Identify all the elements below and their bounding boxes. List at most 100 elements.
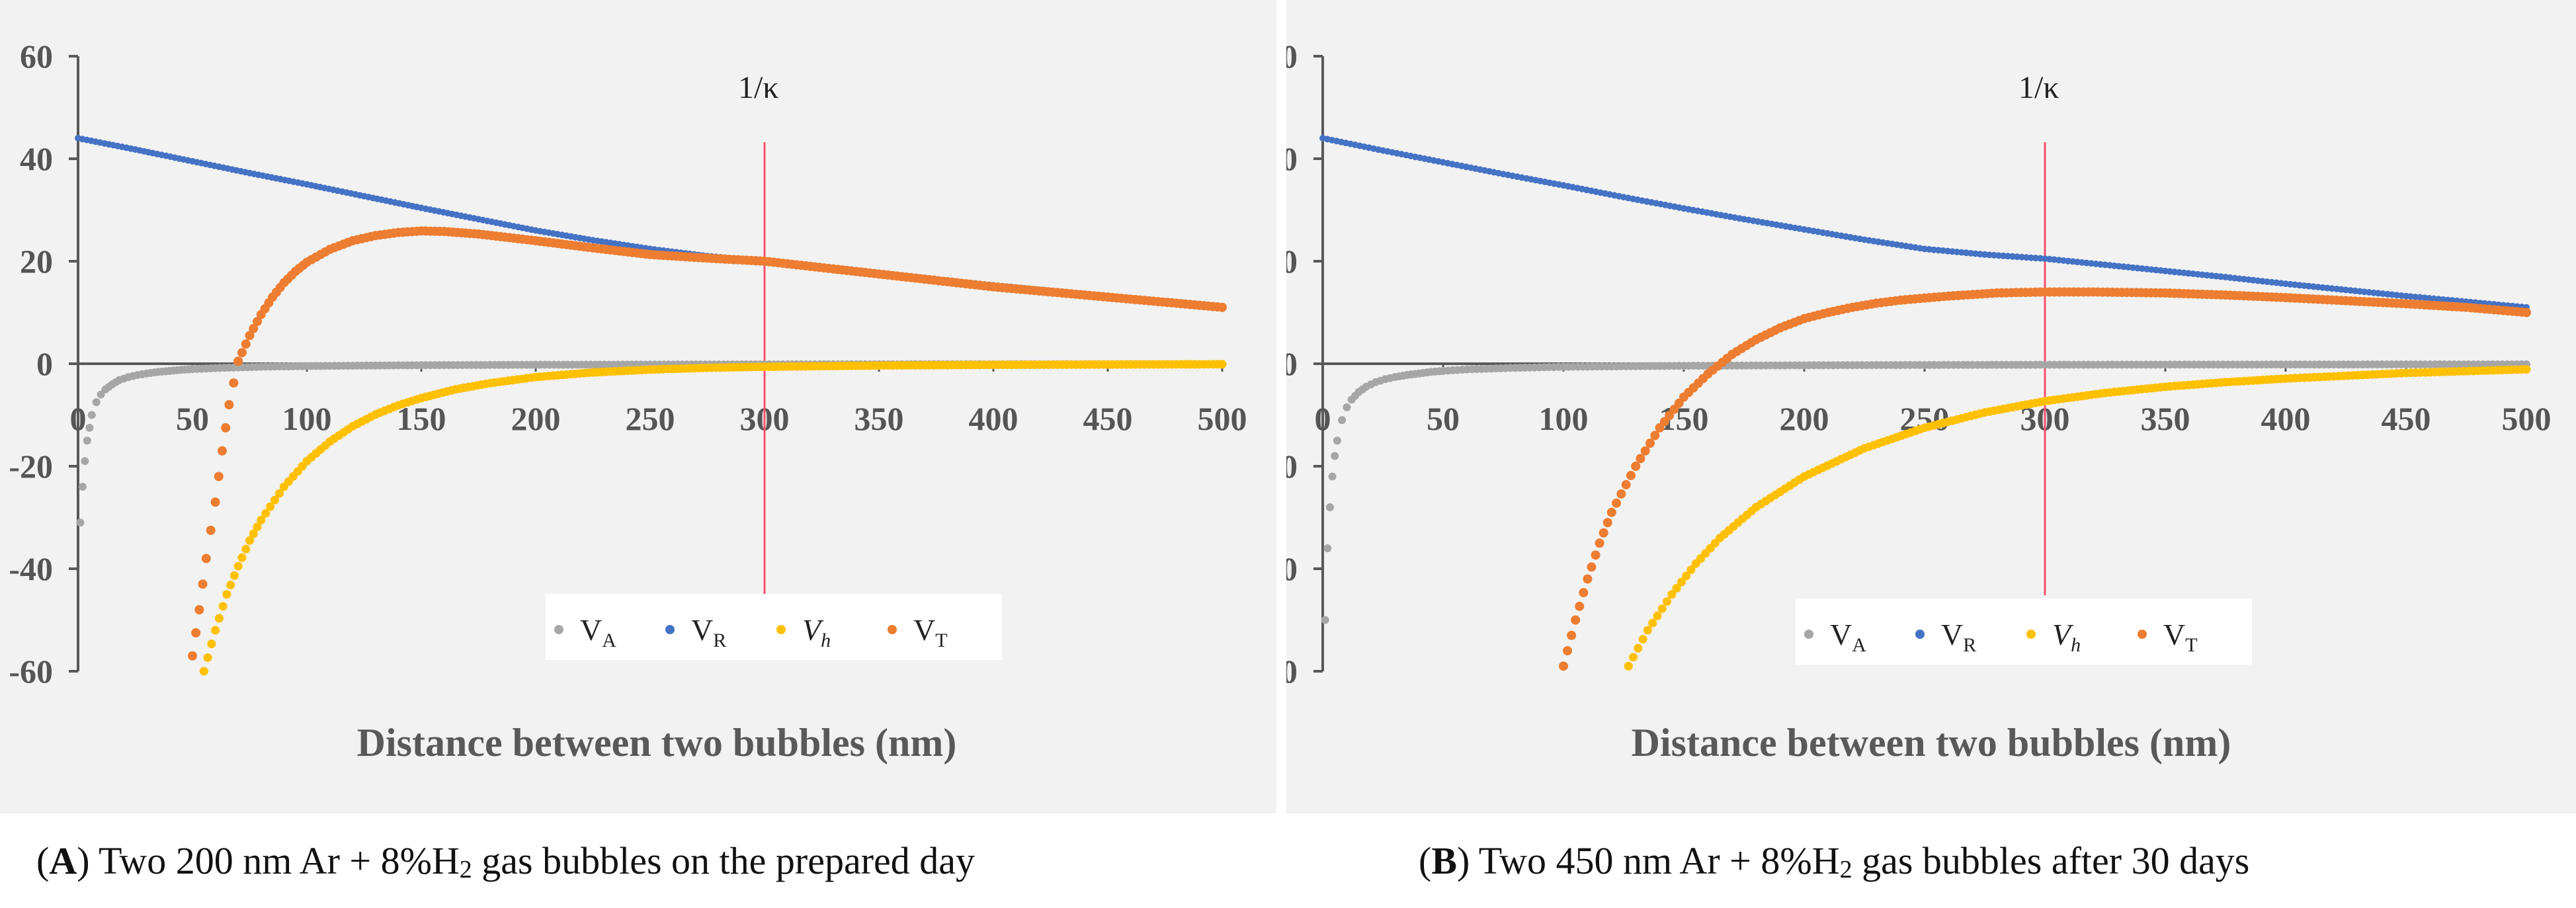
legend-label-VA: VA bbox=[580, 613, 616, 651]
point-VA bbox=[87, 411, 96, 419]
point-Vh bbox=[1643, 626, 1652, 635]
y-tick-label: 60 bbox=[20, 38, 53, 75]
point-VT bbox=[2522, 308, 2531, 317]
point-Vh bbox=[203, 653, 212, 662]
point-VT bbox=[1587, 562, 1597, 572]
x-tick-label: 200 bbox=[1780, 400, 1829, 437]
point-VA bbox=[1338, 416, 1347, 425]
caption-b-sub: 2 bbox=[1839, 856, 1852, 884]
legend-marker-Vh bbox=[2026, 630, 2036, 639]
point-Vh bbox=[2522, 365, 2531, 374]
point-Vh bbox=[241, 544, 251, 554]
point-VT bbox=[237, 348, 247, 358]
point-Vh bbox=[229, 571, 239, 580]
series-Vh bbox=[1624, 365, 2531, 671]
point-VA bbox=[76, 518, 85, 527]
point-VT bbox=[198, 579, 208, 589]
y-tick-label: -60 bbox=[1286, 653, 1298, 690]
series-VA bbox=[76, 360, 1226, 527]
caption-a: (A) Two 200 nm Ar + 8%H2 gas bubbles on … bbox=[36, 839, 975, 884]
series-VR bbox=[75, 135, 1226, 311]
point-VT bbox=[1218, 302, 1227, 312]
x-tick-label: 400 bbox=[2261, 400, 2311, 437]
y-tick-label: 0 bbox=[36, 345, 53, 382]
point-Vh bbox=[218, 602, 228, 611]
point-VA bbox=[97, 390, 105, 399]
debye-length-label: 1/κ bbox=[738, 70, 779, 105]
point-Vh bbox=[261, 509, 270, 518]
chart-panel-b: 6040200-20-40-60050100150200250300350400… bbox=[1286, 0, 2576, 813]
caption-b-text-1: Two 450 nm Ar + 8%H bbox=[1470, 839, 1840, 882]
point-VT bbox=[1559, 661, 1568, 671]
legend: VA VR Vh VT bbox=[1796, 598, 2252, 665]
y-tick-label: 60 bbox=[1286, 38, 1298, 75]
legend-marker-VT bbox=[2138, 630, 2147, 639]
point-VT bbox=[214, 472, 224, 481]
point-Vh bbox=[274, 489, 284, 498]
point-Vh bbox=[207, 640, 216, 649]
y-tick-label: -40 bbox=[1286, 550, 1298, 587]
point-Vh bbox=[1672, 583, 1681, 593]
legend-marker-VA bbox=[1804, 630, 1813, 639]
point-VA bbox=[92, 398, 101, 407]
point-Vh bbox=[1657, 604, 1667, 613]
legend: VA VR Vh VT bbox=[546, 594, 1002, 660]
point-Vh bbox=[1638, 635, 1647, 644]
y-tick-label: 40 bbox=[1286, 140, 1298, 177]
y-tick-label: -20 bbox=[9, 448, 53, 485]
point-VT bbox=[1591, 550, 1600, 560]
point-VT bbox=[224, 400, 234, 409]
point-VT bbox=[1575, 601, 1585, 611]
point-VA bbox=[1331, 452, 1339, 460]
point-VT bbox=[210, 497, 220, 507]
point-Vh bbox=[257, 515, 266, 524]
point-VT bbox=[1636, 454, 1645, 464]
y-tick-label: -60 bbox=[9, 653, 53, 690]
point-Vh bbox=[1648, 618, 1657, 628]
point-VT bbox=[1602, 518, 1612, 528]
point-VT bbox=[1583, 574, 1593, 584]
legend-box bbox=[546, 594, 1002, 660]
x-axis-title: Distance between two bubbles (nm) bbox=[1632, 721, 2231, 764]
point-VT bbox=[249, 323, 259, 333]
point-VA bbox=[1333, 436, 1341, 445]
point-VT bbox=[229, 378, 239, 388]
x-axis-title: Distance between two bubbles (nm) bbox=[357, 721, 957, 764]
point-VT bbox=[1616, 489, 1626, 499]
legend-marker-VR bbox=[1915, 630, 1925, 639]
x-tick-label: 50 bbox=[1427, 400, 1460, 437]
legend-marker-Vh bbox=[776, 625, 786, 634]
point-VT bbox=[1563, 646, 1573, 655]
point-Vh bbox=[237, 553, 247, 562]
point-Vh bbox=[1629, 653, 1638, 662]
debye-length-label: 1/κ bbox=[2018, 70, 2059, 105]
point-VA bbox=[1325, 503, 1334, 511]
y-tick-label: 40 bbox=[20, 140, 53, 177]
point-VT bbox=[191, 628, 201, 638]
x-tick-label: 100 bbox=[1539, 400, 1589, 437]
point-Vh bbox=[249, 529, 258, 538]
caption-a-text-2: gas bubbles on the prepared day bbox=[472, 839, 975, 882]
caption-b-text-2: gas bubbles after 30 days bbox=[1852, 839, 2250, 882]
caption-a-text-1: Two 200 nm Ar + 8%H bbox=[89, 839, 460, 882]
point-VT bbox=[1571, 615, 1581, 625]
legend-label-VR: VR bbox=[691, 613, 726, 651]
point-VT bbox=[1640, 446, 1650, 456]
legend-box bbox=[1796, 598, 2252, 665]
point-Vh bbox=[1624, 661, 1633, 671]
point-Vh bbox=[253, 522, 262, 532]
point-Vh bbox=[233, 561, 243, 571]
point-Vh bbox=[226, 581, 235, 590]
x-tick-label: 400 bbox=[969, 400, 1018, 437]
point-VA bbox=[1321, 616, 1329, 624]
point-VT bbox=[221, 423, 231, 433]
point-VA bbox=[1328, 472, 1337, 481]
series-Vh bbox=[199, 360, 1227, 676]
point-VT bbox=[188, 651, 197, 661]
point-VT bbox=[1579, 588, 1589, 598]
caption-a-sub: 2 bbox=[459, 856, 472, 884]
point-VT bbox=[194, 605, 204, 614]
point-Vh bbox=[1667, 590, 1677, 599]
